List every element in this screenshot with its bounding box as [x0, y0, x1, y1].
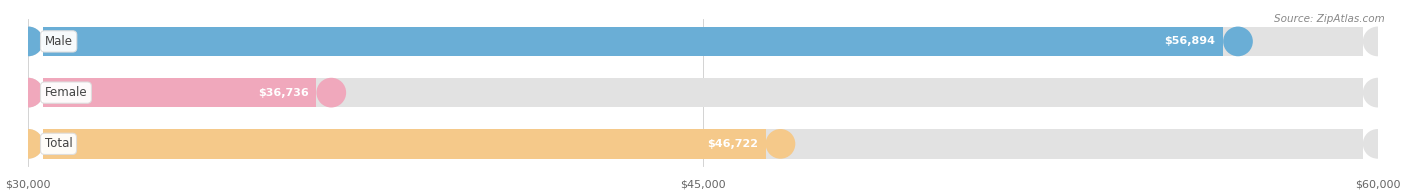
- Ellipse shape: [14, 27, 44, 56]
- Ellipse shape: [14, 78, 44, 107]
- FancyBboxPatch shape: [44, 78, 1362, 107]
- Ellipse shape: [1223, 27, 1253, 56]
- Text: Female: Female: [45, 86, 87, 99]
- FancyBboxPatch shape: [44, 78, 316, 107]
- Ellipse shape: [766, 129, 796, 159]
- Text: Total: Total: [45, 137, 72, 150]
- Ellipse shape: [14, 129, 44, 159]
- FancyBboxPatch shape: [44, 129, 766, 159]
- Text: $56,894: $56,894: [1164, 36, 1216, 46]
- Text: $46,722: $46,722: [707, 139, 758, 149]
- Ellipse shape: [316, 78, 346, 107]
- Text: Male: Male: [45, 35, 73, 48]
- Ellipse shape: [1362, 27, 1392, 56]
- Ellipse shape: [14, 129, 44, 159]
- Ellipse shape: [1362, 129, 1392, 159]
- FancyBboxPatch shape: [44, 27, 1362, 56]
- Ellipse shape: [1362, 78, 1392, 107]
- Text: Source: ZipAtlas.com: Source: ZipAtlas.com: [1274, 14, 1385, 24]
- Ellipse shape: [14, 27, 44, 56]
- FancyBboxPatch shape: [44, 129, 1362, 159]
- FancyBboxPatch shape: [44, 27, 1223, 56]
- Ellipse shape: [14, 78, 44, 107]
- Text: $36,736: $36,736: [259, 88, 309, 98]
